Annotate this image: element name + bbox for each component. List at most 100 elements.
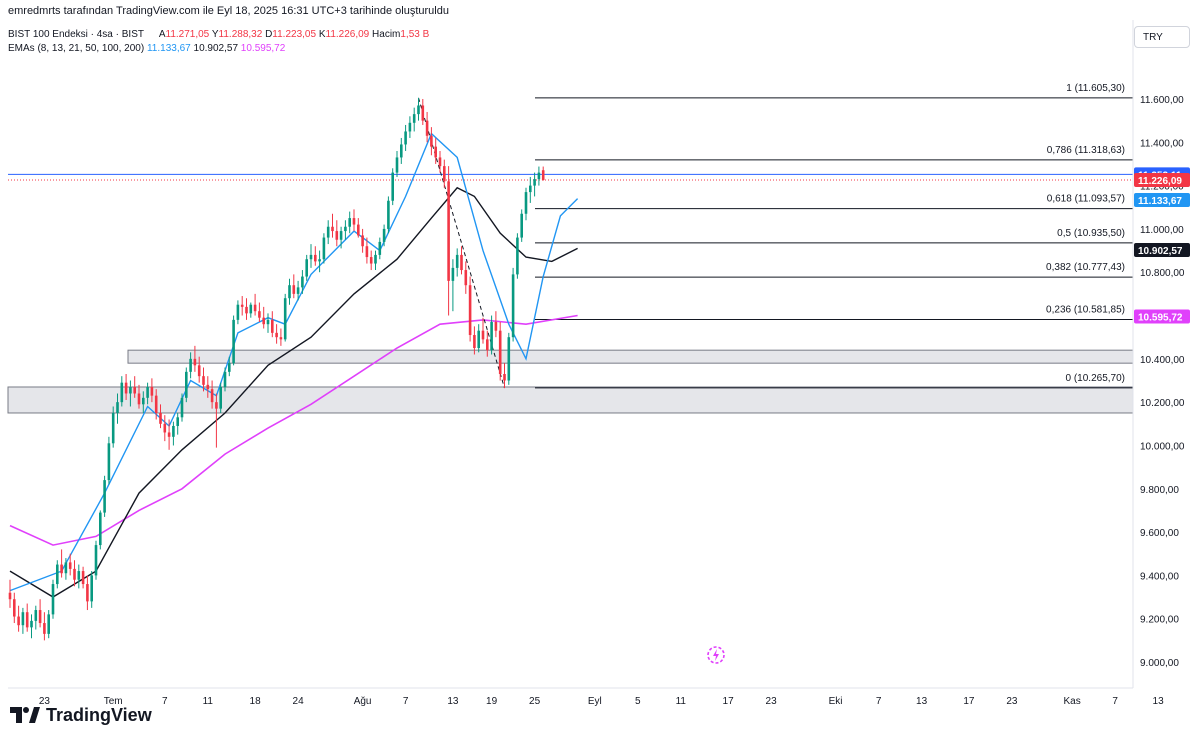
x-tick-label: Tem — [104, 696, 123, 707]
candle-body — [223, 371, 227, 387]
candle-body — [443, 166, 446, 182]
candle-body — [111, 412, 115, 444]
candle-body — [520, 213, 523, 238]
candle-body — [387, 200, 390, 229]
fib-label: 1 (11.605,30) — [1066, 83, 1125, 94]
candle-body — [210, 389, 214, 403]
price-badge-label: 11.133,67 — [1138, 196, 1182, 207]
candle-body — [17, 616, 20, 626]
x-tick-label: 23 — [766, 696, 778, 707]
high-value: 11.288,32 — [218, 29, 263, 40]
open-label: A — [158, 29, 166, 40]
candle-body — [455, 254, 459, 268]
candle-body — [412, 114, 416, 123]
x-tick-label: 17 — [963, 696, 975, 707]
candle-body — [451, 267, 455, 281]
candle-body — [258, 311, 261, 318]
candle-body — [94, 545, 98, 576]
candle-body — [344, 226, 347, 232]
candle-body — [524, 192, 528, 214]
ema-legend[interactable]: EMAs (8, 13, 21, 50, 100, 200) 11.133,67… — [8, 43, 285, 54]
candle-body — [163, 423, 167, 433]
x-tick-label: 7 — [1112, 696, 1118, 707]
candle-body — [395, 157, 399, 173]
candle-body — [314, 254, 317, 262]
tradingview-logo[interactable]: TradingView — [10, 703, 152, 727]
candle-body — [498, 330, 502, 374]
x-tick-label: 7 — [162, 696, 168, 707]
candle-body — [124, 382, 128, 394]
x-tick-label: 7 — [403, 696, 409, 707]
candle-body — [197, 365, 201, 377]
trend-lines — [418, 97, 505, 389]
candle-body — [494, 322, 498, 331]
candle-body — [460, 254, 463, 271]
y-tick-label: 10.000,00 — [1140, 441, 1185, 452]
candle-body — [249, 304, 253, 314]
x-tick-label: Ağu — [354, 696, 372, 707]
candle-body — [90, 575, 93, 602]
fib-label: 0,618 (11.093,57) — [1047, 194, 1125, 205]
candle-body — [172, 425, 175, 437]
price-badge-label: 10.902,57 — [1138, 246, 1183, 257]
x-tick-label: 24 — [293, 696, 305, 707]
fib-label: 0,236 (10.581,85) — [1046, 304, 1125, 315]
candle-body — [21, 612, 25, 626]
candle-body — [348, 218, 351, 227]
candle-body — [421, 105, 425, 121]
candle-body — [464, 270, 468, 286]
candle-body — [73, 568, 76, 580]
fib-retracement[interactable]: 1 (11.605,30) 0,786 (11.318,63) 0,618 (11.… — [535, 83, 1133, 389]
price-badge-label: 11.226,09 — [1138, 176, 1182, 187]
candle-body — [430, 135, 433, 147]
candle-body — [81, 571, 85, 585]
x-tick-label: Eyl — [588, 696, 602, 707]
candle-body — [206, 384, 210, 390]
flash-icon[interactable] — [706, 645, 726, 665]
price-badge-label: 10.595,72 — [1138, 312, 1183, 323]
x-tick-label: 11 — [676, 696, 687, 707]
price-badge — [1134, 192, 1190, 207]
candle-body — [56, 564, 59, 585]
candle-body — [34, 610, 38, 621]
low-label: D — [265, 29, 273, 40]
currency-button[interactable]: TRY — [1134, 26, 1190, 48]
candle-body — [38, 610, 42, 624]
candle-body — [473, 335, 476, 349]
candle-body — [60, 564, 63, 574]
symbol-legend[interactable]: BIST 100 Endeksi · 4sa · BIST A11.271,05… — [8, 29, 429, 40]
candle-body — [288, 285, 291, 299]
x-tick-label: Eki — [829, 696, 843, 707]
candle-body — [408, 122, 412, 132]
candle-body — [322, 237, 326, 260]
candle-body — [133, 386, 136, 394]
fib-label: 0 (10.265,70) — [1066, 373, 1126, 384]
candle-body — [361, 235, 364, 247]
candle-body — [283, 298, 287, 340]
candle-body — [77, 571, 81, 580]
low-value: 11.223,05 — [272, 29, 317, 40]
candle-body — [120, 382, 124, 403]
candle-body — [305, 259, 308, 277]
candle-body — [275, 332, 278, 338]
candles — [8, 97, 545, 641]
candle-body — [189, 358, 192, 372]
y-tick-label: 10.200,00 — [1140, 398, 1185, 409]
candle-body — [232, 319, 235, 364]
candle-body — [318, 259, 321, 262]
candle-body — [516, 237, 519, 275]
candle-body — [64, 562, 68, 574]
candle-body — [107, 443, 111, 481]
last-price-line — [8, 173, 1133, 181]
candle-body — [507, 337, 511, 381]
ema-label[interactable]: EMAs (8, 13, 21, 50, 100, 200) — [8, 43, 145, 54]
ema-fast-line — [9, 132, 579, 592]
candle-body — [43, 623, 46, 634]
candle-body — [296, 287, 300, 294]
candle-body — [154, 395, 158, 413]
symbol-name[interactable]: BIST 100 Endeksi · 4sa · BIST — [8, 29, 144, 40]
candle-body — [404, 131, 407, 145]
axes: 11.600,00 11.400,00 11.200,00 11.000,00 10.8… — [8, 20, 1185, 707]
candle-body — [245, 306, 248, 314]
